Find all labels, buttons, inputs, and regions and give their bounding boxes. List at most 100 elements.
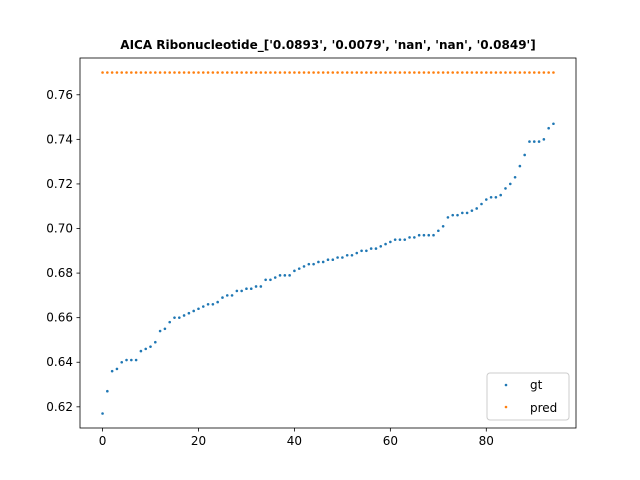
pred-point [278,71,282,74]
gt-point [312,262,315,266]
gt-point [547,126,550,130]
legend-marker-pred [504,405,508,409]
pred-point [456,71,459,74]
gt-point [154,340,157,344]
x-axis: 0 20 40 60 80 [99,428,494,448]
gt-point [163,327,167,331]
pred-point [120,71,124,74]
pred-point [537,71,541,74]
y-tick-label: 0.72 [46,177,73,191]
pred-point [508,71,512,74]
gt-point [264,278,267,282]
legend-marker-gt [504,383,508,387]
pred-point [182,71,186,74]
gt-point [149,345,152,348]
pred-point [125,71,128,74]
gt-point [451,213,455,217]
gt-point [139,349,143,353]
gt-point [307,262,311,266]
legend-label-pred: pred [530,401,557,415]
gt-point [293,269,296,273]
pred-point [542,71,546,74]
pred-point [532,71,536,74]
pred-point [374,71,378,74]
pred-point [441,71,445,74]
pred-point [168,71,171,74]
gt-point [345,253,349,257]
gt-point [283,274,287,277]
pred-point [465,71,469,74]
gt-point [331,258,335,262]
pred-point [499,71,502,74]
gt-point [221,296,224,299]
pred-point [283,71,287,74]
gt-point [504,187,507,190]
pred-point [297,71,301,74]
pred-point [312,71,315,74]
gt-point [485,198,488,201]
pred-point [528,71,531,74]
pred-point [101,71,104,74]
pred-point [513,71,517,74]
gt-point [134,358,138,362]
pred-point [369,71,373,74]
pred-point [365,71,368,74]
pred-point [408,71,411,74]
gt-point [269,278,272,282]
pred-point [331,71,335,74]
gt-point [192,309,195,313]
gt-point [168,320,171,324]
gt-point [125,358,128,362]
gt-point [106,389,109,393]
pred-point [178,71,181,74]
pred-point [106,71,109,74]
gt-point [249,287,253,290]
gt-point [173,316,176,319]
gt-point [441,224,445,228]
gt-point [446,216,450,219]
pred-point [422,71,426,74]
pred-point [288,71,291,74]
pred-point [480,71,483,74]
gt-point [456,213,459,217]
y-tick-label: 0.68 [46,266,73,280]
gt-point [422,233,426,237]
pred-point [254,71,258,74]
gt-point [187,311,191,315]
gt-point [302,265,306,268]
gt-point [245,287,248,290]
gt-point [461,211,464,215]
pred-point [154,71,157,74]
x-tick-label: 80 [479,434,494,448]
pred-point [230,71,234,74]
gt-point [427,233,431,237]
gt-point [326,258,330,262]
gt-point [417,233,421,237]
pred-point [259,71,263,74]
x-tick-label: 40 [287,434,302,448]
pred-point [187,71,191,74]
pred-point [235,71,239,74]
gt-point [393,238,397,241]
pred-point [350,71,354,74]
gt-point [297,267,301,270]
pred-point [115,71,119,74]
pred-point [149,71,152,74]
gt-point [130,358,133,362]
gt-point [211,303,215,306]
pred-point [173,71,176,74]
gt-point [158,329,162,333]
pred-point [302,71,306,74]
pred-point [446,71,450,74]
gt-point [552,122,555,126]
gt-point [341,256,344,259]
pred-point [326,71,330,74]
gt-point [317,260,320,264]
plot-frame [79,57,577,429]
gt-point [225,294,229,297]
pred-point [475,71,479,74]
pred-point [139,71,143,74]
gt-point [115,367,119,371]
gt-point [197,307,200,311]
